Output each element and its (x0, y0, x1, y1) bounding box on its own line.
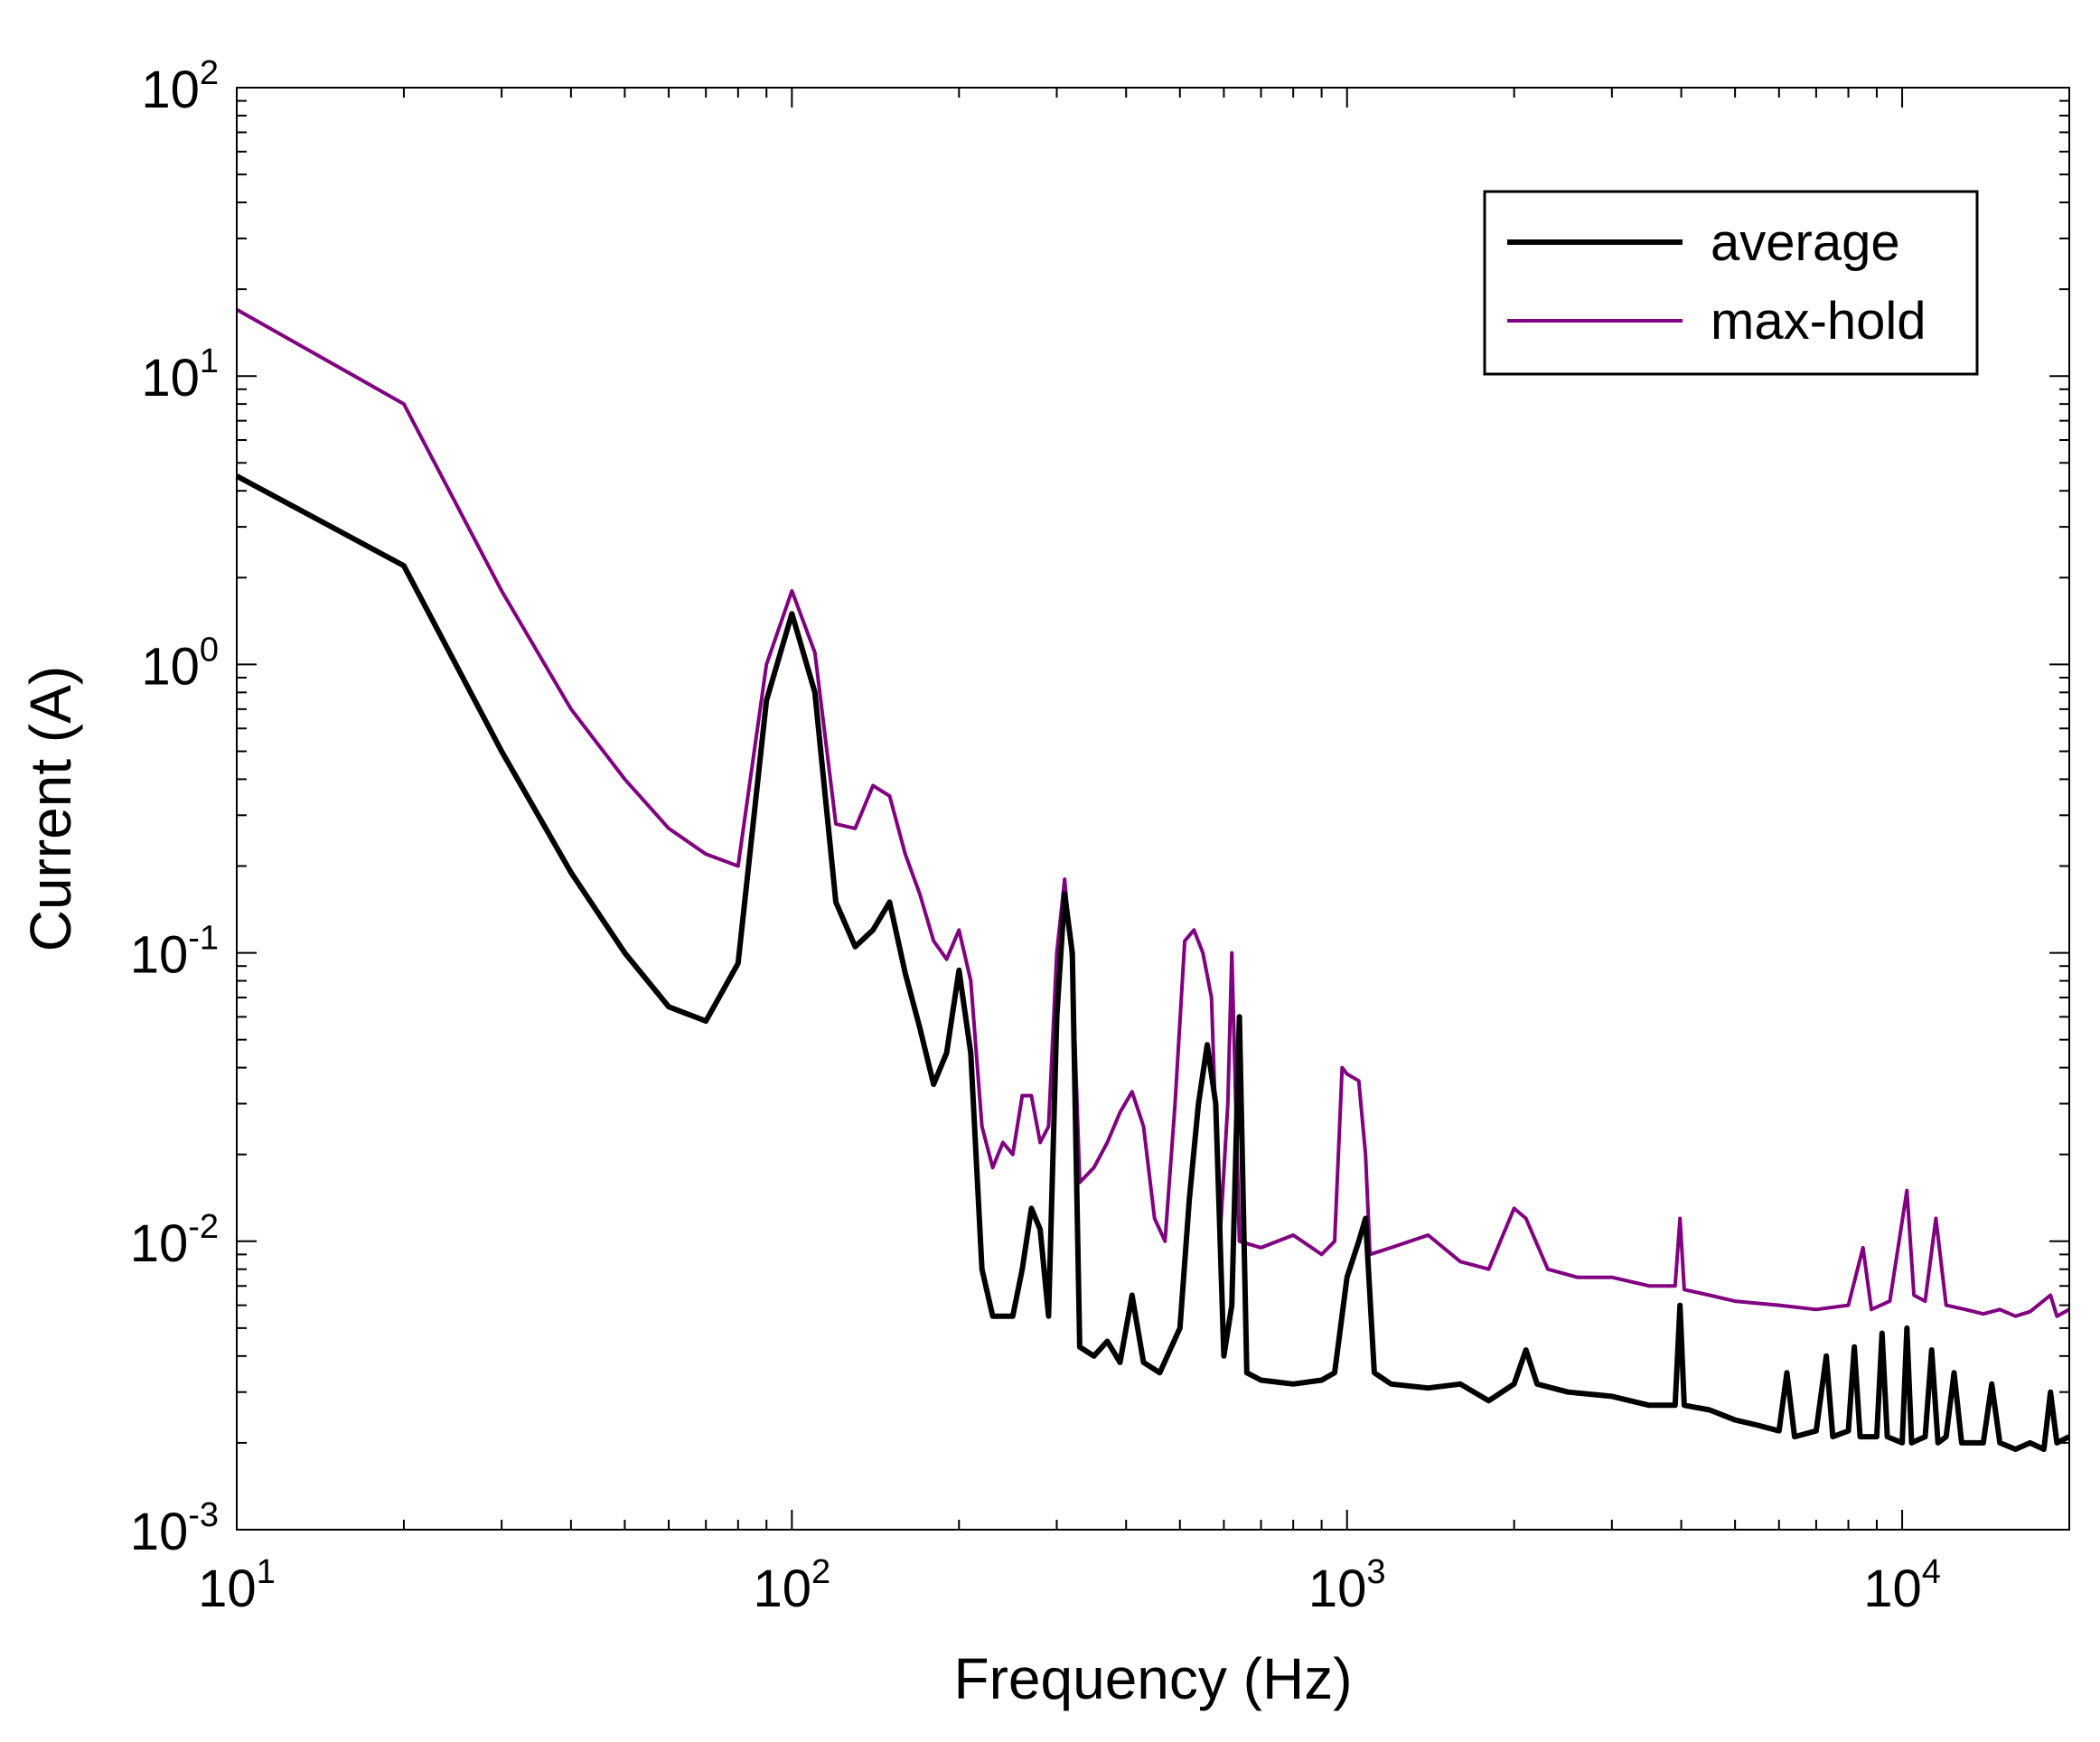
y-axis-label: Current (A) (18, 666, 83, 952)
x-tick-label: 102 (754, 1553, 831, 1618)
y-tick-labels: 10-3 10-2 10-1 100 101 102 (130, 54, 219, 1561)
legend-label-average: average (1711, 213, 1900, 272)
y-tick-label: 101 (141, 342, 219, 407)
legend: average max-hold (1483, 190, 1979, 376)
x-tick-labels: 101 102 103 104 (198, 1553, 1941, 1618)
series-line-average (235, 473, 2071, 1452)
legend-box (1483, 190, 1979, 376)
x-tick-label: 103 (1308, 1553, 1386, 1618)
x-tick-label: 101 (198, 1553, 276, 1618)
series-layer (235, 307, 2071, 1452)
y-tick-label: 102 (141, 54, 219, 119)
y-tick-label: 10-3 (130, 1496, 219, 1561)
legend-label-max-hold: max-hold (1711, 292, 1927, 351)
series-line-max-hold (236, 307, 2070, 1318)
plot-frame (236, 87, 2070, 1531)
y-tick-label: 10-1 (130, 920, 219, 985)
y-tick-label: 100 (141, 631, 219, 696)
y-tick-label: 10-2 (130, 1208, 219, 1273)
minor-ticks (237, 88, 2070, 1530)
x-axis-label: Frequency (Hz) (954, 1646, 1353, 1711)
x-tick-label: 104 (1863, 1553, 1941, 1618)
